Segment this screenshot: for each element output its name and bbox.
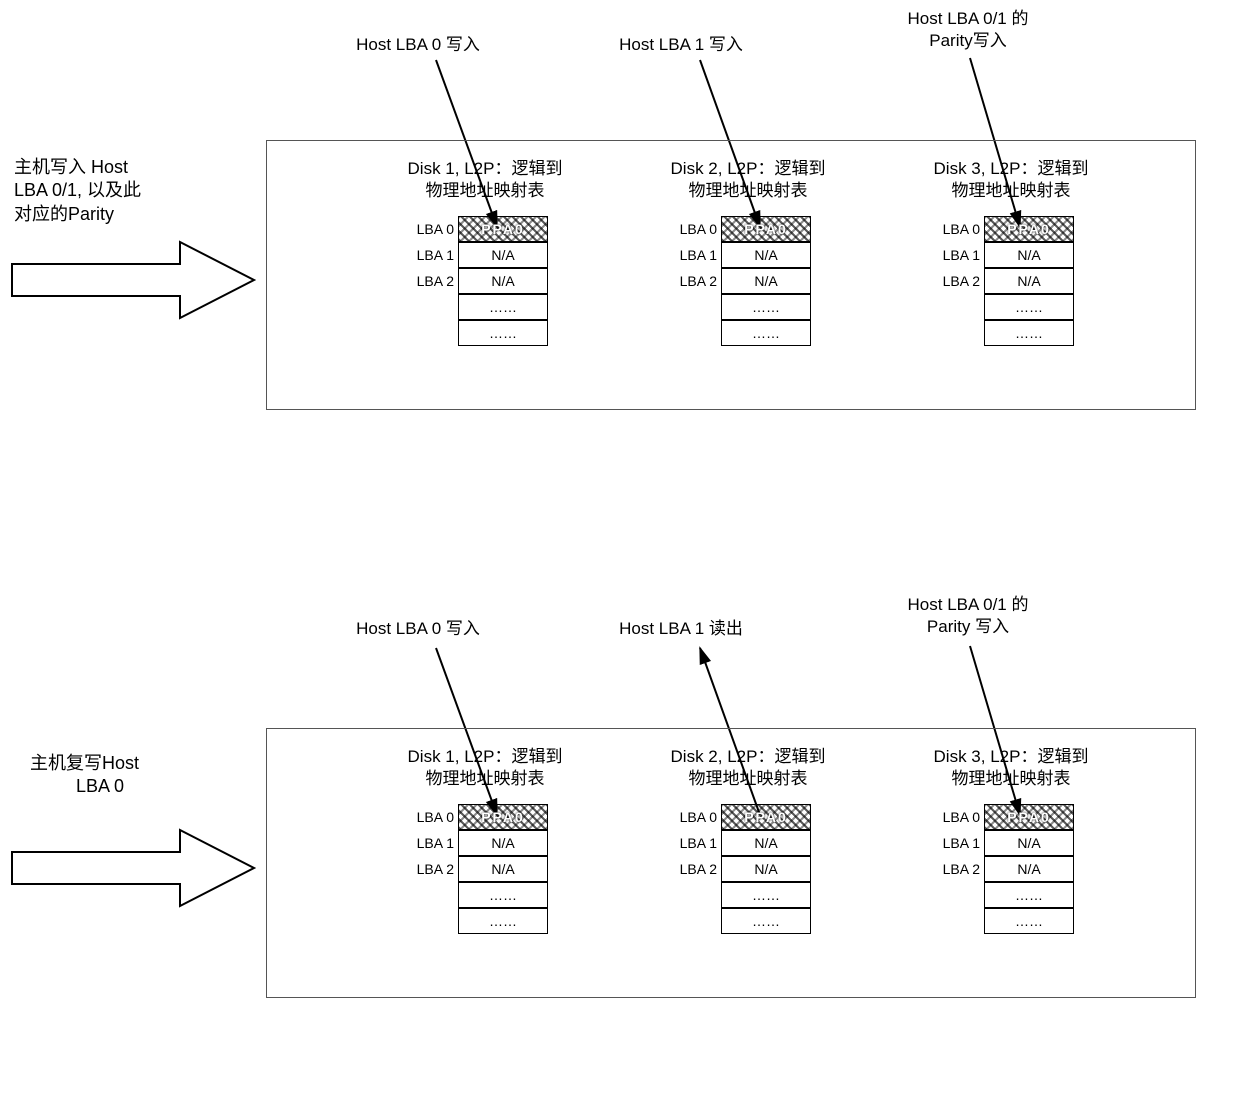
cell: N/A	[721, 856, 811, 882]
bot-disk1-table: LBA 0PPA0 LBA 1N/A LBA 2N/A …… ……	[408, 804, 548, 934]
cell: N/A	[721, 830, 811, 856]
side-label-bottom: 主机复写Host LBA 0	[30, 752, 210, 799]
bot-disk1-title-l1: Disk 1, L2P：逻辑到	[408, 747, 563, 766]
cell: PPA0	[721, 804, 811, 830]
bot-disk3-title-l2: 物理地址映射表	[952, 769, 1071, 788]
lbl: LBA 0	[408, 809, 458, 825]
cell: ……	[721, 882, 811, 908]
cell: PPA0	[984, 804, 1074, 830]
cell: PPA0	[458, 804, 548, 830]
cell: N/A	[458, 830, 548, 856]
cell: N/A	[458, 856, 548, 882]
bot-disk3-title-l1: Disk 3, L2P：逻辑到	[934, 747, 1089, 766]
bot-disk2-title: Disk 2, L2P：逻辑到 物理地址映射表	[643, 746, 853, 790]
bot-disk3-title: Disk 3, L2P：逻辑到 物理地址映射表	[906, 746, 1116, 790]
cell: ……	[721, 908, 811, 934]
lbl: LBA 1	[671, 835, 721, 851]
cell: ……	[458, 908, 548, 934]
bot-disk1: Disk 1, L2P：逻辑到 物理地址映射表	[380, 746, 590, 790]
bot-disk2-table: LBA 0PPA0 LBA 1N/A LBA 2N/A …… ……	[671, 804, 811, 934]
cell: ……	[984, 882, 1074, 908]
lbl: LBA 2	[408, 861, 458, 877]
lbl: LBA 1	[934, 835, 984, 851]
lbl: LBA 2	[934, 861, 984, 877]
cell: N/A	[984, 856, 1074, 882]
lbl: LBA 0	[671, 809, 721, 825]
bot-disk1-title-l2: 物理地址映射表	[426, 769, 545, 788]
cell: ……	[984, 908, 1074, 934]
lbl: LBA 2	[671, 861, 721, 877]
lbl: LBA 1	[408, 835, 458, 851]
cell: ……	[458, 882, 548, 908]
bot-disk3-table: LBA 0PPA0 LBA 1N/A LBA 2N/A …… ……	[934, 804, 1074, 934]
bot-disk2-title-l2: 物理地址映射表	[689, 769, 808, 788]
lbl: LBA 0	[934, 809, 984, 825]
big-arrow-bottom	[10, 828, 256, 908]
side-label-bottom-l2: LBA 0	[76, 776, 124, 796]
bot-disk2: Disk 2, L2P：逻辑到 物理地址映射表	[643, 746, 853, 790]
bot-disk1-title: Disk 1, L2P：逻辑到 物理地址映射表	[380, 746, 590, 790]
bot-disk3: Disk 3, L2P：逻辑到 物理地址映射表	[906, 746, 1116, 790]
bot-disk2-title-l1: Disk 2, L2P：逻辑到	[671, 747, 826, 766]
cell: N/A	[984, 830, 1074, 856]
side-label-bottom-l1: 主机复写Host	[30, 753, 139, 773]
